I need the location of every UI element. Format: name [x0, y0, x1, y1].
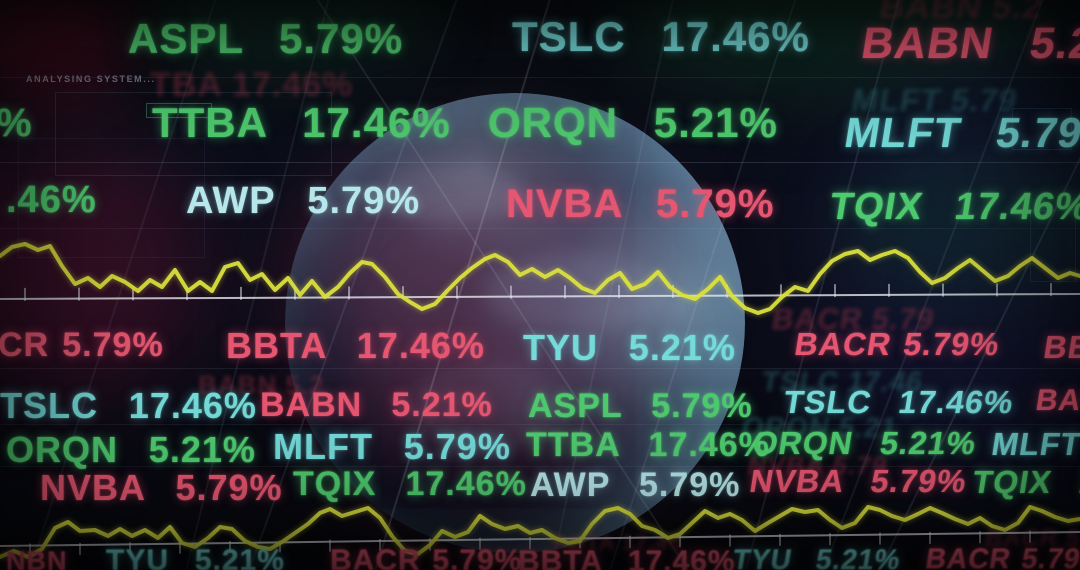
ticker: TYU 5.21% — [523, 327, 736, 368]
ticker: BACR 5.79% — [923, 543, 1080, 570]
cloud-patch — [405, 363, 565, 453]
ticker: AWP 5.79% — [530, 466, 741, 504]
ticker: BBTA 17.46% — [226, 325, 485, 366]
earth-globe — [285, 93, 745, 553]
ticker: TYU 5.21% — [106, 544, 285, 570]
ticker: ORQN 5.21% — [488, 99, 778, 146]
ticker-partial: MLFT 5.79% — [989, 426, 1080, 462]
ticker: ORQN 5.21% — [6, 429, 256, 470]
ticker: TYU 5.21% — [730, 544, 904, 570]
ticker: NVBA 5.79% — [506, 182, 775, 226]
ghost-ticker: TBA 17.46% — [150, 66, 354, 104]
ticker: BABN 5.21% — [260, 386, 493, 424]
ticker: NVBA 5.79% — [40, 467, 283, 508]
ticker: TSLC 17.46% — [0, 385, 257, 426]
ticker: TSLC 17.46% — [781, 384, 1017, 420]
ticker-partial: .46% — [6, 179, 97, 221]
ticker: NVBA 5.79% — [747, 463, 970, 499]
ticker: TSLC 17.46% — [512, 13, 810, 60]
ticker: ASPL 5.79% — [528, 387, 753, 425]
ticker: TQIX 17.46% — [826, 186, 1080, 228]
ticker: BBTA 17.46% — [518, 545, 736, 570]
ticker: MLFT 5.79% — [273, 426, 511, 467]
ticker: BACR 5.79% — [792, 326, 1003, 362]
fog-dark-red-corner — [0, 0, 130, 110]
ticker: TTBA 17.46% — [526, 426, 770, 464]
ticker-partial: CR 5.79% — [0, 326, 164, 364]
ticker-partial: TQIX 17.46% — [970, 464, 1080, 500]
ticker-partial: BB — [1041, 329, 1080, 365]
ticker: BACR 5.79% — [330, 544, 523, 570]
ghost-ticker: BABN 5.2 — [198, 370, 325, 400]
cloud-patch — [485, 253, 665, 333]
ticker: MLFT 5.79% — [841, 109, 1080, 156]
ticker: ORQN 5.21% — [750, 425, 980, 461]
ticker-partial: NBN — [6, 546, 68, 570]
ticker-partial: % — [0, 103, 33, 143]
analysing-system-label: ANALYSING SYSTEM... — [26, 74, 156, 84]
ticker: TQIX 17.46% — [293, 465, 527, 503]
ticker: TTBA 17.46% — [152, 99, 451, 146]
ticker: ASPL 5.79% — [128, 15, 404, 62]
ticker: AWP 5.79% — [186, 180, 421, 222]
ticker: BABN 5.21% — [858, 19, 1080, 68]
cloud-patch — [375, 163, 525, 223]
ticker-partial: BAB — [1033, 384, 1080, 417]
